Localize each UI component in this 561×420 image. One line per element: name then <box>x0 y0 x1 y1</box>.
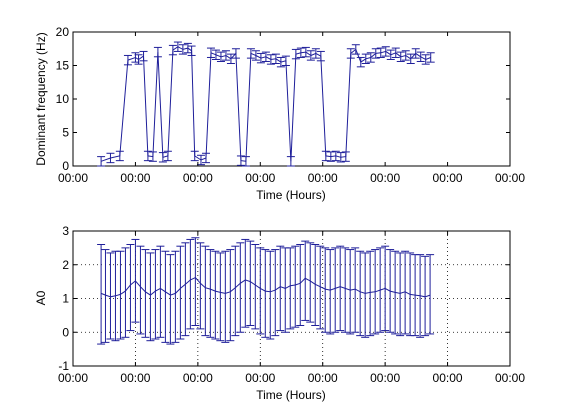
frequency-y-tick-label: 10 <box>56 92 70 106</box>
frequency-y-tick-label: 15 <box>56 59 70 73</box>
frequency-x-tick-label: 00:00 <box>495 171 525 185</box>
frequency-y-ticks: 0 5 10 15 20 <box>56 25 510 173</box>
a0-x-ticks: 00:00 00:00 00:00 00:00 00:00 00:00 00:00 00:00 <box>58 231 525 385</box>
a0-x-tick-label: 00:00 <box>370 371 400 385</box>
frequency-x-tick-label: 00:00 <box>58 171 88 185</box>
frequency-x-tick-label: 00:00 <box>183 171 213 185</box>
frequency-y-tick-label: 0 <box>62 159 69 173</box>
frequency-x-tick-label: 00:00 <box>308 171 338 185</box>
frequency-x-tick-label: 00:00 <box>120 171 150 185</box>
a0-series-line <box>100 276 431 298</box>
a0-y-tick-label: 3 <box>62 224 69 238</box>
a0-x-tick-label: 00:00 <box>433 371 463 385</box>
frequency-x-tick-label: 00:00 <box>433 171 463 185</box>
a0-x-tick-label: 00:00 <box>58 371 88 385</box>
a0-x-tick-label: 00:00 <box>308 371 338 385</box>
frequency-x-ticks: 00:00 00:00 00:00 00:00 00:00 00:00 00:00 00:00 <box>58 32 525 185</box>
frequency-x-axis-label: Time (Hours) <box>256 188 326 202</box>
a0-x-tick-label: 00:00 <box>183 371 213 385</box>
a0-y-tick-label: 1 <box>62 292 69 306</box>
a0-y-tick-label: 0 <box>62 325 69 339</box>
a0-y-ticks: -1 0 1 2 3 <box>58 224 510 373</box>
a0-y-tick-label: 2 <box>62 258 69 272</box>
frequency-y-tick-label: 20 <box>56 25 70 39</box>
frequency-series-line <box>100 46 431 162</box>
frequency-y-axis-label: Dominant frequency (Hz) <box>34 32 48 165</box>
a0-x-tick-label: 00:00 <box>495 371 525 385</box>
a0-x-axis-label: Time (Hours) <box>256 388 326 402</box>
a0-series <box>97 237 435 345</box>
a0-y-axis-label: A0 <box>34 290 48 305</box>
frequency-x-tick-label: 00:00 <box>245 171 275 185</box>
frequency-series <box>97 41 435 167</box>
a0-plot-area <box>72 230 511 367</box>
a0-x-tick-label: 00:00 <box>120 371 150 385</box>
a0-y-tick-label: -1 <box>58 359 69 373</box>
frequency-x-tick-label: 00:00 <box>370 171 400 185</box>
a0-x-tick-label: 00:00 <box>245 371 275 385</box>
frequency-y-tick-label: 5 <box>62 126 69 140</box>
